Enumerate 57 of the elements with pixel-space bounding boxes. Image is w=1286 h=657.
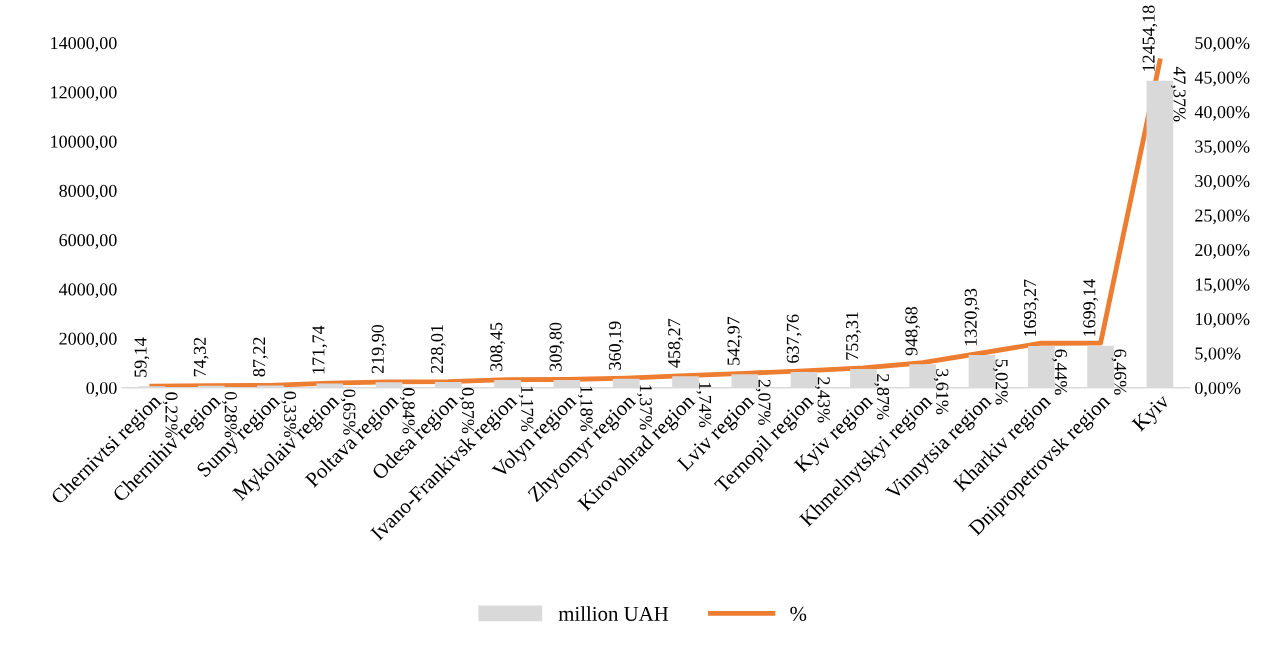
data-label: 12454,18 (1142, 5, 1158, 71)
y2-tick-label: 25,00% (1195, 209, 1250, 225)
y-tick-label: 14000,00 (51, 36, 117, 52)
y2-tick-label: 5,00% (1195, 347, 1241, 363)
data-label: 59,14 (134, 337, 150, 377)
data-label: 1,74% (696, 382, 712, 428)
data-label: 2,43% (815, 377, 830, 423)
data-label: 0,33% (281, 391, 297, 437)
data-label: 2,07% (755, 379, 771, 425)
data-label: 948,68 (905, 306, 921, 356)
data-label: 171,74 (312, 325, 328, 374)
data-label: 3,61% (933, 369, 949, 415)
data-label: 1693,27 (1023, 279, 1039, 336)
data-label: 228,01 (430, 325, 446, 373)
data-label: 360,19 (608, 321, 624, 370)
y-tick-label: 0,00 (86, 381, 117, 397)
data-label: 6,46% (1111, 349, 1127, 395)
data-label: 309,80 (549, 322, 565, 371)
y2-tick-label: 45,00% (1194, 71, 1250, 87)
y-tick-label: 10000,00 (51, 135, 117, 151)
data-label: 542,97 (727, 316, 743, 365)
data-label: 1,37% (637, 385, 652, 430)
data-label: 458,27 (668, 318, 683, 368)
data-label: 0,84% (399, 388, 415, 434)
y2-tick-label: 15,00% (1196, 278, 1250, 294)
y2-tick-label: 10,00% (1196, 312, 1250, 328)
y2-tick-label: 50,00% (1195, 36, 1250, 52)
data-label: 637,76 (786, 314, 802, 363)
data-label: 753,31 (846, 312, 861, 360)
data-label: 1,18% (577, 386, 593, 432)
y-tick-label: 12000,00 (51, 86, 117, 102)
data-label: 0,22% (162, 392, 178, 438)
data-label: 0,65% (340, 389, 356, 435)
y2-tick-label: 0,00% (1195, 381, 1241, 397)
data-label: 1320,93 (964, 288, 980, 346)
y-tick-label: 8000,00 (59, 184, 117, 200)
data-label: 74,32 (193, 337, 209, 377)
y-tick-label: 4000,00 (58, 283, 117, 299)
data-label: 5,02% (992, 359, 1008, 405)
data-label: 308,45 (490, 322, 506, 371)
data-label: 0,28% (222, 391, 237, 438)
data-label: 0,87% (459, 387, 475, 434)
y2-tick-label: 30,00% (1195, 174, 1250, 190)
y2-tick-label: 20,00% (1195, 243, 1250, 259)
data-label: 2,87% (874, 374, 890, 420)
y2-tick-label: 35,00% (1195, 140, 1250, 156)
data-label: 1,17% (518, 386, 534, 432)
y-tick-label: 6000,00 (59, 234, 117, 249)
data-label: 1699,14 (1083, 279, 1098, 336)
data-label: 219,90 (371, 324, 387, 374)
data-label: 47,37% (1170, 66, 1186, 122)
data-label: 6,44% (1052, 349, 1068, 395)
legend-label: million UAH (558, 606, 669, 621)
y2-tick-label: 40,00% (1194, 105, 1250, 121)
data-label: 87,22 (253, 337, 268, 377)
legend-label: % (790, 606, 807, 621)
y-tick-label: 2000,00 (59, 332, 117, 348)
